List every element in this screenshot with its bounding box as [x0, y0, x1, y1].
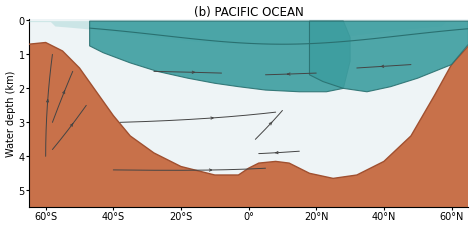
Title: (b) PACIFIC OCEAN: (b) PACIFIC OCEAN [194, 5, 303, 18]
Polygon shape [29, 22, 468, 45]
Polygon shape [90, 22, 350, 92]
Polygon shape [29, 43, 468, 207]
Polygon shape [310, 22, 468, 92]
Y-axis label: Water depth (km): Water depth (km) [6, 71, 16, 156]
